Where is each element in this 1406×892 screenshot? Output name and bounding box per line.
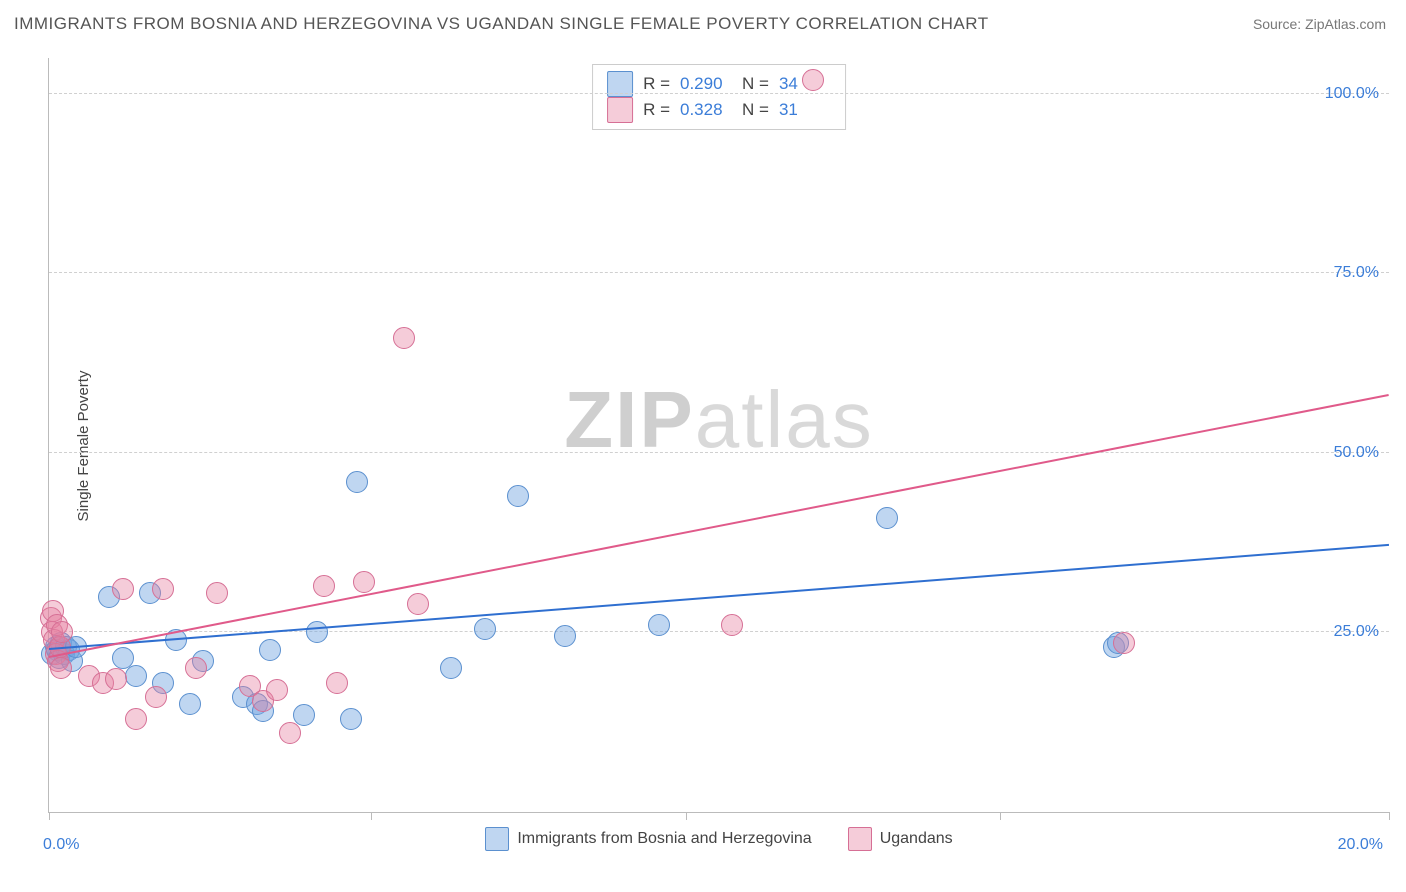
data-point xyxy=(313,575,335,597)
data-point xyxy=(125,665,147,687)
source-label: Source: xyxy=(1253,16,1301,32)
page-title: IMMIGRANTS FROM BOSNIA AND HERZEGOVINA V… xyxy=(14,14,989,34)
y-tick-label: 75.0% xyxy=(1334,264,1379,282)
data-point xyxy=(152,578,174,600)
data-point xyxy=(145,686,167,708)
data-point xyxy=(206,582,228,604)
data-point xyxy=(353,571,375,593)
data-point xyxy=(50,657,72,679)
y-tick-label: 100.0% xyxy=(1325,85,1379,103)
data-point xyxy=(440,657,462,679)
x-tick xyxy=(1000,812,1001,820)
legend-r-value: 0.328 xyxy=(680,100,732,120)
data-point xyxy=(507,485,529,507)
legend-r-label: R = xyxy=(643,74,670,94)
data-point xyxy=(554,625,576,647)
legend-swatch xyxy=(607,97,633,123)
legend-swatch xyxy=(485,827,509,851)
data-point xyxy=(105,668,127,690)
legend-r-label: R = xyxy=(643,100,670,120)
data-point xyxy=(266,679,288,701)
y-tick-label: 25.0% xyxy=(1334,623,1379,641)
legend-bottom-label: Immigrants from Bosnia and Herzegovina xyxy=(517,830,811,848)
data-point xyxy=(340,708,362,730)
data-point xyxy=(112,578,134,600)
gridline xyxy=(49,452,1389,453)
y-tick-label: 50.0% xyxy=(1334,444,1379,462)
data-point xyxy=(346,471,368,493)
x-tick-label: 20.0% xyxy=(1338,836,1383,854)
legend-top-row: R = 0.328 N = 31 xyxy=(607,97,831,123)
x-tick xyxy=(371,812,372,820)
data-point xyxy=(326,672,348,694)
data-point xyxy=(1113,632,1135,654)
scatter-chart: ZIPatlas R =0.290N =34R =0.328N =31 Immi… xyxy=(48,58,1389,813)
gridline xyxy=(49,93,1389,94)
legend-n-value: 31 xyxy=(779,100,831,120)
data-point xyxy=(179,693,201,715)
source-value: ZipAtlas.com xyxy=(1305,16,1386,32)
trend-line xyxy=(49,394,1389,658)
data-point xyxy=(259,639,281,661)
legend-r-value: 0.290 xyxy=(680,74,732,94)
legend-swatch xyxy=(848,827,872,851)
x-tick xyxy=(686,812,687,820)
legend-bottom-item: Ugandans xyxy=(848,827,953,851)
data-point xyxy=(393,327,415,349)
x-tick-label: 0.0% xyxy=(43,836,79,854)
data-point xyxy=(51,621,73,643)
data-point xyxy=(876,507,898,529)
source-text: Source: ZipAtlas.com xyxy=(1253,16,1386,32)
data-point xyxy=(279,722,301,744)
trend-line xyxy=(49,544,1389,650)
legend-bottom: Immigrants from Bosnia and Herzegovina Ug… xyxy=(49,827,1389,856)
data-point xyxy=(721,614,743,636)
legend-bottom-item: Immigrants from Bosnia and Herzegovina xyxy=(485,827,811,851)
data-point xyxy=(306,621,328,643)
data-point xyxy=(648,614,670,636)
data-point xyxy=(474,618,496,640)
data-point xyxy=(407,593,429,615)
data-point xyxy=(802,69,824,91)
data-point xyxy=(185,657,207,679)
gridline xyxy=(49,272,1389,273)
watermark-bold: ZIP xyxy=(564,375,694,464)
x-tick xyxy=(49,812,50,820)
legend-bottom-label: Ugandans xyxy=(880,830,953,848)
x-tick xyxy=(1389,812,1390,820)
legend-n-label: N = xyxy=(742,100,769,120)
data-point xyxy=(125,708,147,730)
watermark-light: atlas xyxy=(695,375,874,464)
legend-n-label: N = xyxy=(742,74,769,94)
